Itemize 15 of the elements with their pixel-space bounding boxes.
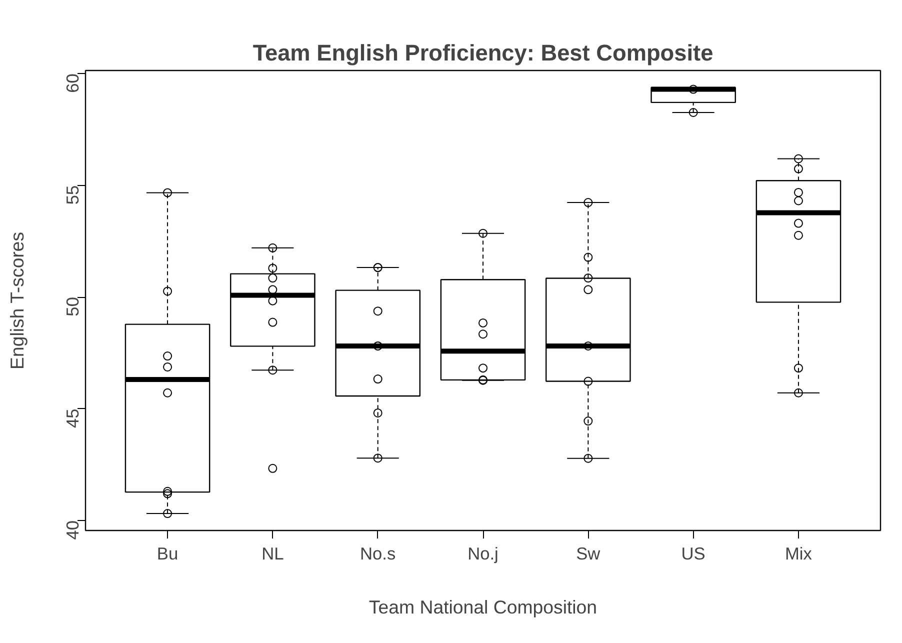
x-tick-label: No.s xyxy=(360,544,396,564)
x-tick-label: Mix xyxy=(785,544,812,564)
x-tick-label: US xyxy=(681,544,706,564)
y-tick-label: 45 xyxy=(62,408,82,428)
y-tick-label: 60 xyxy=(62,74,82,93)
x-tick-label: No.j xyxy=(468,544,498,564)
y-tick-label: 50 xyxy=(62,297,82,316)
x-tick-label: NL xyxy=(262,544,284,564)
x-tick-label: Bu xyxy=(156,544,178,564)
y-tick-label: 55 xyxy=(62,185,82,205)
x-axis-title: Team National Composition xyxy=(368,596,598,618)
y-tick-label: 40 xyxy=(62,520,82,540)
x-tick-label: Sw xyxy=(576,544,601,564)
y-axis-title: English T-scores xyxy=(6,232,28,370)
chart-title: Team English Proficiency: Best Composite xyxy=(252,40,714,66)
